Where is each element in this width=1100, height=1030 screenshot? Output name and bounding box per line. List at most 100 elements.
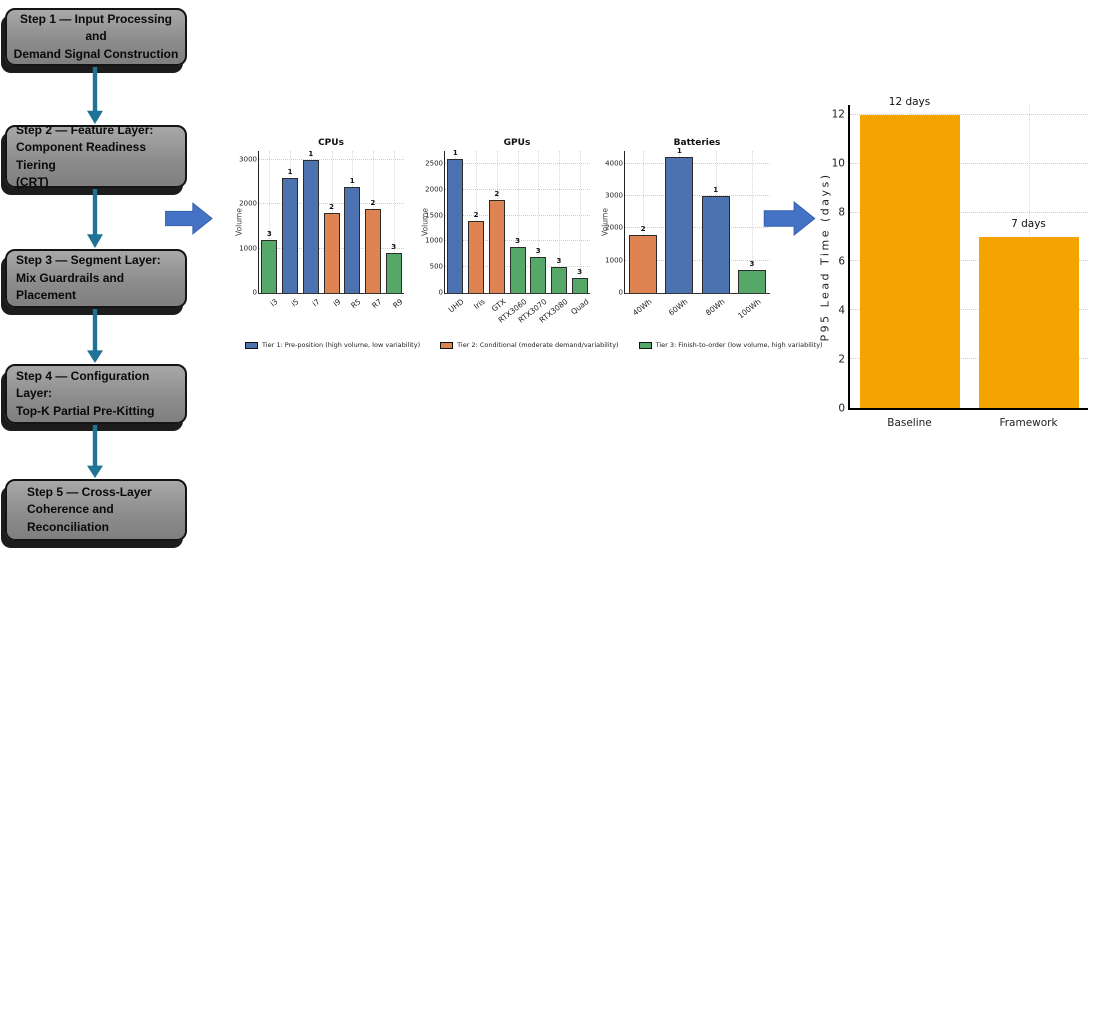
- gridline: [625, 195, 770, 197]
- bar-value-label: 1: [713, 186, 719, 195]
- flow-step-5: Step 5 — Cross-Layer Coherence and Recon…: [5, 479, 187, 541]
- bar-RTX3060: [509, 246, 526, 293]
- y-tick-label: 1000: [605, 256, 623, 265]
- y-tick-label: 10: [831, 157, 845, 170]
- x-tick-label: Baseline: [887, 417, 932, 429]
- chart-title: CPUs: [318, 138, 344, 148]
- bar-value-label: 2: [473, 210, 479, 219]
- x-tick-label: Framework: [999, 417, 1058, 429]
- gridline: [517, 151, 519, 293]
- legend-item-label: Tier 3: Finish-to-order (low volume, hig…: [655, 341, 823, 349]
- y-tick-label: 8: [838, 206, 845, 219]
- bar-Iris: [468, 220, 485, 293]
- gridline: [850, 309, 1088, 311]
- gridline: [393, 151, 395, 293]
- right-arrow-icon: [165, 202, 213, 235]
- bar-value-label: 12 days: [888, 95, 931, 108]
- gridline: [269, 151, 271, 293]
- gridline: [625, 162, 770, 164]
- gridline: [558, 151, 560, 293]
- y-tick-label: 2000: [425, 185, 443, 194]
- bar-i7: [302, 159, 319, 293]
- x-tick-label: UHD: [447, 297, 466, 315]
- bar-R7: [364, 208, 381, 293]
- x-tick-label: 100Wh: [736, 297, 763, 321]
- legend-item-tier2: Tier 2: Conditional (moderate demand/var…: [440, 341, 619, 349]
- bar-value-label: 7 days: [1011, 217, 1046, 230]
- bar-value-label: 3: [266, 229, 272, 238]
- down-arrow-icon: [85, 425, 105, 478]
- bar-i5: [282, 177, 299, 293]
- gridline: [850, 358, 1088, 360]
- gridline: [751, 151, 753, 293]
- chart-batteries: Batteries Volume 0 1000 2000 3000 4000 2 40Wh 1…: [598, 138, 778, 333]
- plot-area: 0 500 1000 1500 2000 2500 1 UHD 2 Iris 2 GTX 3 RTX306…: [425, 148, 590, 325]
- flow-step-5-label: Step 5 — Cross-Layer Coherence and Recon…: [27, 484, 152, 534]
- x-tick-label: 40Wh: [631, 297, 654, 318]
- flow-step-2: Step 2 — Feature Layer: Component Readin…: [5, 123, 187, 189]
- bar-i9: [323, 213, 340, 293]
- flow-step-3-label: Step 3 — Segment Layer: Mix Guardrails a…: [16, 253, 161, 303]
- gridline: [643, 151, 645, 293]
- x-tick-label: Quad: [568, 297, 591, 317]
- y-tick-label: 0: [252, 288, 257, 297]
- y-tick-label: 1000: [239, 244, 257, 253]
- legend-item-label: Tier 2: Conditional (moderate demand/var…: [457, 341, 619, 349]
- tier2-swatch-icon: [440, 341, 454, 349]
- bar-value-label: 2: [494, 190, 500, 199]
- bar-value-label: 3: [515, 236, 520, 245]
- y-tick-label: 2000: [605, 223, 623, 232]
- bar-value-label: 1: [287, 167, 293, 176]
- bar-80Wh: [701, 196, 730, 293]
- y-tick-label: 1000: [425, 236, 443, 245]
- bar-Quad: [571, 277, 588, 293]
- chart-title: Batteries: [673, 138, 721, 148]
- y-tick-label: 6: [838, 255, 845, 268]
- bar-60Wh: [665, 157, 694, 293]
- flow-step-4-label: Step 4 — Configuration Layer: Top-K Part…: [16, 368, 155, 418]
- y-tick-label: 12: [831, 108, 845, 121]
- bar-RTX3070: [530, 256, 547, 293]
- bar-value-label: 1: [452, 148, 458, 157]
- y-tick-label: 2500: [425, 159, 443, 168]
- bar-100Wh: [737, 270, 766, 293]
- flow-step-4: Step 4 — Configuration Layer: Top-K Part…: [5, 364, 187, 424]
- plot-area: 0 2 4 6 8 10 12 12 days Baseline 7 days Framework: [832, 96, 1088, 429]
- y-tick-label: 3000: [605, 191, 623, 200]
- y-tick-label: 4: [838, 304, 845, 317]
- x-tick-label: R5: [349, 297, 363, 311]
- legend-item-tier1: Tier 1: Pre-position (high volume, low v…: [245, 341, 420, 349]
- bar-value-label: 1: [676, 147, 682, 156]
- gridline: [850, 260, 1088, 262]
- x-tick-label: i9: [331, 297, 343, 309]
- legend-item-label: Tier 1: Pre-position (high volume, low v…: [262, 341, 421, 349]
- gridline: [625, 227, 770, 229]
- x-tick-label: 60Wh: [667, 297, 690, 318]
- x-tick-label: i7: [310, 297, 322, 309]
- down-arrow-icon: [85, 309, 105, 363]
- y-tick-label: 500: [429, 262, 443, 271]
- x-tick-label: i3: [268, 297, 280, 309]
- flow-step-3: Step 3 — Segment Layer: Mix Guardrails a…: [5, 249, 187, 308]
- gridline: [538, 151, 540, 293]
- y-axis-label: Volume: [234, 208, 244, 236]
- bar-value-label: 3: [556, 257, 562, 266]
- y-tick-label: 2000: [239, 199, 257, 208]
- y-tick-label: 1500: [425, 211, 443, 220]
- y-tick-label: 2: [838, 352, 845, 365]
- bar-R5: [344, 186, 361, 293]
- bar-i3: [261, 239, 278, 293]
- flow-step-1: Step 1 — Input Processing and Demand Sig…: [5, 8, 187, 66]
- x-tick-label: 80Wh: [703, 297, 727, 318]
- bar-value-label: 3: [535, 246, 541, 255]
- y-tick-label: 0: [438, 288, 443, 297]
- x-tick-label: R7: [370, 297, 384, 311]
- bar-R9: [385, 253, 402, 293]
- bar-Baseline: [859, 114, 960, 408]
- plot-area: 0 1000 2000 3000 3 i3 1 i5 1 i7 2 i9 1 R5 2 R7 3 R9: [239, 150, 404, 310]
- plot-area: 0 1000 2000 3000 4000 2 40Wh 1 60Wh 1 80Wh 3 100Wh: [605, 147, 770, 320]
- bar-value-label: 3: [391, 243, 397, 252]
- tier3-swatch-icon: [638, 341, 652, 349]
- x-tick-label: Iris: [472, 297, 487, 312]
- bar-RTX3080: [550, 267, 567, 293]
